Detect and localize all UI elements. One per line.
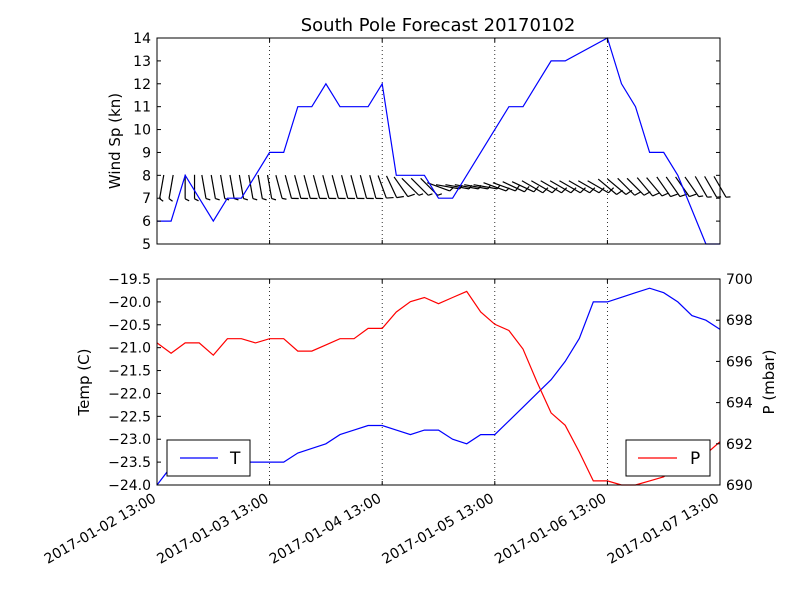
wind-barb: [656, 176, 678, 198]
wind-barb: [331, 175, 346, 200]
top-wind-speed-lines: [157, 37, 720, 245]
wind-barb: [210, 174, 220, 201]
wind-barb: [531, 180, 558, 194]
bottom-y-tick-label: −22.0: [108, 386, 151, 402]
wind-barb: [540, 180, 568, 194]
wind-barb: [229, 174, 239, 201]
top-grid-lines: [269, 38, 608, 244]
bottom-y2-ticks: 690 692 694 696 698 700: [716, 272, 753, 494]
bottom-y-tick-label: −21.5: [108, 364, 151, 380]
bottom-y2-tick-label: 698: [726, 313, 753, 329]
bottom-y-ticks: −24.0 −23.5 −23.0 −22.5 −22.0 −21.5 −21.0 −20.5…: [108, 272, 161, 494]
wind-barb: [521, 180, 549, 194]
bottom-y-tick-label: −23.5: [108, 455, 151, 471]
wind-barb: [410, 177, 433, 196]
wind-barb: [359, 175, 374, 200]
bottom-y-tick-label: −20.5: [108, 318, 151, 334]
top-y-tick-label: 14: [133, 31, 151, 47]
wind-barb: [238, 174, 248, 201]
wind-barb: [369, 175, 384, 200]
wind-barb: [684, 176, 704, 198]
legend-pressure-label: P: [690, 449, 700, 469]
wind-barb: [275, 175, 287, 200]
top-axes-frame: [156, 37, 721, 245]
top-y-tick-label: 7: [142, 191, 151, 207]
wind-barb: [350, 175, 365, 200]
bottom-x-tick-label: 2017-01-04 13:00: [267, 491, 384, 568]
wind-barb: [713, 176, 731, 198]
bottom-axes-frame: [156, 278, 721, 486]
top-y-tick-label: 8: [142, 168, 151, 184]
bottom-y2-axis-label: P (mbar): [760, 349, 778, 414]
bottom-grid-lines: [269, 279, 608, 485]
bottom-y2-tick-label: 690: [726, 478, 753, 494]
top-y-axis-label: Wind Sp (kn): [106, 93, 124, 189]
legend-temperature: T: [166, 439, 251, 477]
wind-barb: [184, 174, 190, 202]
bottom-x-tick-label: 2017-01-06 13:00: [492, 491, 609, 568]
wind-barb: [340, 175, 356, 200]
wind-speed-line: [157, 37, 720, 245]
wind-barb: [201, 174, 211, 201]
wind-barb: [159, 174, 165, 202]
wind-barb: [312, 175, 327, 200]
bottom-x-tick-label: 2017-01-03 13:00: [154, 491, 271, 568]
wind-barb: [401, 177, 424, 196]
bottom-y-tick-label: −19.5: [108, 272, 151, 288]
bottom-y2-tick-label: 700: [726, 272, 753, 288]
wind-barb: [168, 174, 174, 202]
wind-barb: [665, 176, 688, 198]
wind-barb: [257, 174, 267, 201]
bottom-y2-tick-label: 696: [726, 354, 753, 370]
wind-barb: [393, 176, 415, 198]
wind-barb: [636, 177, 660, 197]
wind-barb: [427, 182, 454, 192]
wind-barb: [646, 177, 669, 197]
bottom-y-tick-label: −23.0: [108, 432, 151, 448]
wind-barb: [559, 180, 586, 194]
bottom-y2-tick-label: 694: [726, 396, 753, 412]
wind-barb: [492, 182, 521, 192]
wind-barb: [303, 175, 318, 200]
top-chart-title: South Pole Forecast 20170102: [301, 15, 576, 36]
wind-barb: [694, 176, 712, 198]
legend-pressure: P: [625, 439, 711, 477]
bottom-x-tick-label: 2017-01-05 13:00: [380, 491, 497, 568]
bottom-y2-tick-label: 692: [726, 437, 753, 453]
top-y-ticks: 5 6 7 8 9 10 11 12 13 14: [133, 31, 721, 253]
top-y-tick-label: 5: [142, 237, 151, 253]
temperature-line: [156, 287, 721, 486]
bottom-y-tick-label: −22.5: [108, 409, 151, 425]
bottom-y-tick-label: −21.0: [108, 341, 151, 357]
wind-barb: [248, 174, 258, 201]
top-y-tick-label: 12: [133, 77, 151, 93]
wind-barb: [568, 180, 596, 194]
top-y-tick-label: 10: [133, 123, 151, 139]
wind-barb: [377, 175, 394, 199]
top-y-tick-label: 6: [142, 214, 151, 230]
top-y-tick-label: 13: [133, 54, 151, 70]
wind-barb: [322, 175, 337, 200]
wind-barb: [549, 180, 577, 194]
top-y-tick-label: 11: [133, 100, 151, 116]
wind-barb: [266, 174, 277, 201]
bottom-y-tick-label: −24.0: [108, 478, 151, 494]
top-y-tick-label: 9: [142, 145, 151, 161]
wind-barb: [193, 174, 199, 202]
legend-temperature-label: T: [229, 449, 241, 469]
wind-barb: [284, 175, 299, 200]
bottom-x-tick-label: 2017-01-07 13:00: [605, 491, 722, 568]
bottom-y-tick-label: −20.0: [108, 295, 151, 311]
bottom-x-tick-label: 2017-01-02 13:00: [42, 491, 159, 568]
wind-barb: [385, 175, 404, 199]
top-wind-barbs: [159, 174, 731, 202]
wind-barb: [577, 180, 605, 194]
wind-barb: [704, 176, 722, 198]
bottom-y-axis-label: Temp (C): [75, 349, 93, 417]
wind-barb: [617, 177, 642, 196]
wind-barb: [294, 175, 309, 200]
wind-barb: [220, 174, 230, 201]
